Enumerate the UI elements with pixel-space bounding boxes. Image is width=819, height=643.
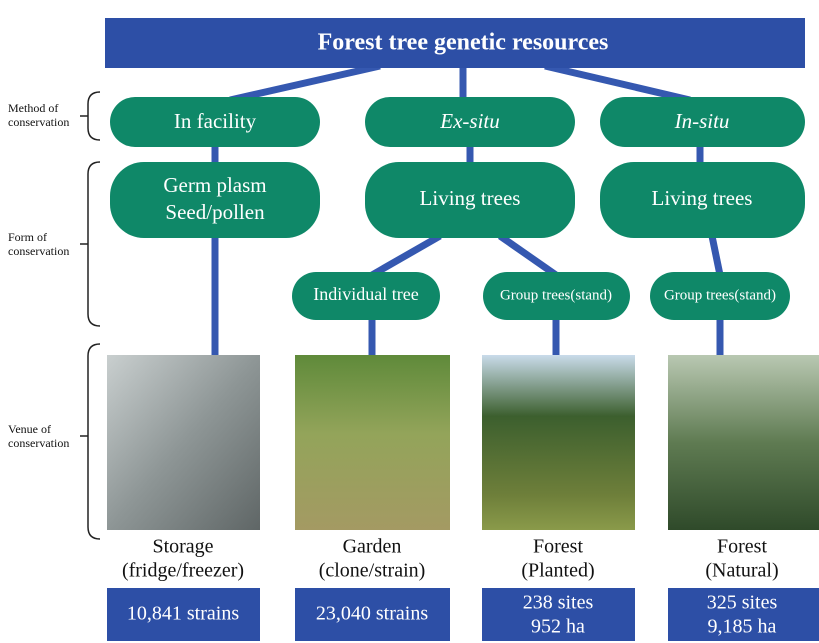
subform-label: Group trees(stand) — [500, 287, 612, 303]
count: 325 sites — [707, 592, 778, 614]
form-label: Living trees — [652, 186, 753, 210]
photo-storage — [107, 355, 260, 530]
venue-label: Forest — [717, 536, 767, 558]
venue-label: Garden — [343, 536, 402, 558]
title: Forest tree genetic resources — [318, 30, 609, 56]
side-labels: Method of conservation Form of conservat… — [8, 92, 100, 539]
photo-garden — [295, 355, 450, 530]
level-label: Method of — [8, 101, 58, 115]
venue-label: (Natural) — [705, 560, 778, 582]
level-label: Venue of — [8, 422, 51, 436]
venue-label: Storage — [152, 536, 213, 558]
subform-label: Group trees(stand) — [664, 287, 776, 303]
count: 952 ha — [531, 616, 585, 638]
method-label: In facility — [174, 109, 257, 133]
form-label: Living trees — [420, 186, 521, 210]
level-label: conservation — [8, 244, 69, 258]
subform-label: Individual tree — [313, 284, 418, 304]
level-label: conservation — [8, 436, 69, 450]
level-label: conservation — [8, 115, 69, 129]
venue-label: (clone/strain) — [319, 560, 426, 582]
count: 23,040 strains — [316, 603, 428, 625]
method-label: Ex-situ — [439, 109, 499, 133]
form-label: Germ plasm — [163, 173, 266, 197]
count: 238 sites — [523, 592, 594, 614]
photo-planted-forest — [482, 355, 635, 530]
level-label: Form of — [8, 230, 47, 244]
venue-label: (Planted) — [521, 560, 594, 582]
venue-label: (fridge/freezer) — [122, 560, 244, 582]
venue-label: Forest — [533, 536, 583, 558]
count: 9,185 ha — [708, 616, 777, 638]
diagram: Forest tree genetic resources Method of … — [0, 0, 819, 643]
method-label: In-situ — [674, 109, 730, 133]
count: 10,841 strains — [127, 603, 239, 625]
form-label: Seed/pollen — [165, 200, 265, 224]
photo-natural-forest — [668, 355, 819, 530]
